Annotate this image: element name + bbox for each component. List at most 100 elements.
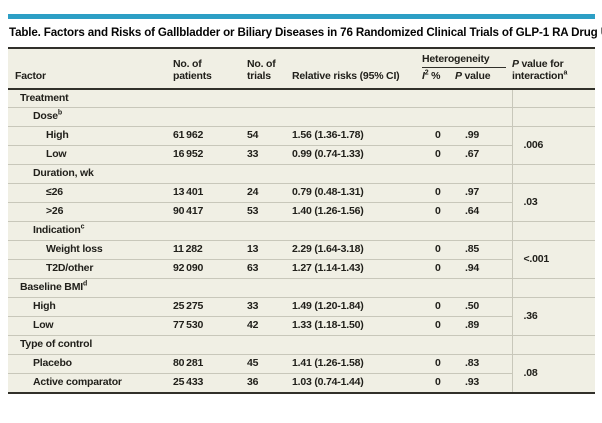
trials-cell: 42 — [247, 316, 292, 337]
patients-cell: 11 282 — [173, 240, 247, 261]
data-row-placebo: Placebo 80 281 45 1.41 (1.26-1.58) 0 .83… — [8, 354, 595, 394]
row-label: High — [8, 126, 173, 147]
trials-cell: 24 — [247, 183, 292, 204]
interaction-p-cell: .006 — [511, 126, 595, 166]
data-row-bmi-low: Low 77 530 42 1.33 (1.18-1.50) 0 .89 — [8, 316, 595, 337]
col-header-i2: I2 % — [422, 68, 455, 90]
relative-risk-cell: 1.33 (1.18-1.50) — [292, 316, 422, 337]
section-row-treatment: Treatment — [8, 88, 595, 109]
section-row-duration: Duration, wk — [8, 164, 595, 185]
data-row-duration-gt26: >26 90 417 53 1.40 (1.26-1.56) 0 .64 — [8, 202, 595, 223]
row-label: Baseline BMId — [8, 278, 173, 299]
col-header-p-interaction: P value for interactiona — [512, 48, 595, 90]
col-header-trials: No. of trials — [247, 48, 292, 90]
relative-risk-cell: 1.40 (1.26-1.56) — [292, 202, 422, 223]
table-body: Treatment Doseb High 61 962 54 1.56 (1.3… — [8, 88, 595, 394]
data-row-duration-le26: ≤26 13 401 24 0.79 (0.48-1.31) 0 .97 .03 — [8, 183, 595, 223]
patients-cell: 25 433 — [173, 373, 247, 394]
patients-cell: 92 090 — [173, 259, 247, 280]
relative-risk-cell: 1.49 (1.20-1.84) — [292, 297, 422, 318]
p-value-cell: .83 — [455, 354, 512, 375]
i2-cell: 0 — [422, 145, 455, 166]
section-row-indication: Indicationc — [8, 221, 595, 242]
i2-cell: 0 — [422, 202, 455, 223]
data-row-weight-loss: Weight loss 11 282 13 2.29 (1.64-3.18) 0… — [8, 240, 595, 280]
trials-cell: 63 — [247, 259, 292, 280]
i2-cell: 0 — [422, 126, 455, 147]
p-value-cell: .85 — [455, 240, 512, 261]
relative-risk-cell: 2.29 (1.64-3.18) — [292, 240, 422, 261]
patients-cell: 25 275 — [173, 297, 247, 318]
relative-risk-cell: 0.99 (0.74-1.33) — [292, 145, 422, 166]
relative-risk-cell: 1.27 (1.14-1.43) — [292, 259, 422, 280]
row-label: Type of control — [8, 335, 173, 356]
data-row-dose-high: High 61 962 54 1.56 (1.36-1.78) 0 .99 .0… — [8, 126, 595, 166]
col-header-heterogeneity: Heterogeneity — [422, 48, 512, 69]
row-label: Weight loss — [8, 240, 173, 261]
row-label: Placebo — [8, 354, 173, 375]
i2-cell: 0 — [422, 183, 455, 204]
factors-risks-table: Factor No. of patients No. of trials Rel… — [8, 47, 595, 394]
row-label: T2D/other — [8, 259, 173, 280]
row-label: Doseb — [8, 107, 173, 128]
p-value-cell: .93 — [455, 373, 512, 394]
p-value-cell: .99 — [455, 126, 512, 147]
p-value-cell: .97 — [455, 183, 512, 204]
data-row-t2d-other: T2D/other 92 090 63 1.27 (1.14-1.43) 0 .… — [8, 259, 595, 280]
row-label: Treatment — [8, 88, 173, 109]
section-row-type-of-control: Type of control — [8, 335, 595, 356]
interaction-p-cell: <.001 — [511, 240, 595, 280]
p-value-cell: .94 — [455, 259, 512, 280]
row-label: ≤26 — [8, 183, 173, 204]
trials-cell: 33 — [247, 145, 292, 166]
row-label: Duration, wk — [8, 164, 173, 185]
trials-cell: 13 — [247, 240, 292, 261]
row-label: Low — [8, 145, 173, 166]
relative-risk-cell: 1.41 (1.26-1.58) — [292, 354, 422, 375]
p-value-cell: .64 — [455, 202, 512, 223]
table-title: Table. Factors and Risks of Gallbladder … — [9, 26, 602, 39]
relative-risk-cell: 1.03 (0.74-1.44) — [292, 373, 422, 394]
row-label: >26 — [8, 202, 173, 223]
i2-cell: 0 — [422, 259, 455, 280]
col-header-p-value: P value — [455, 68, 512, 90]
relative-risk-cell: 1.56 (1.36-1.78) — [292, 126, 422, 147]
patients-cell: 77 530 — [173, 316, 247, 337]
accent-bar — [8, 14, 595, 19]
table-header: Factor No. of patients No. of trials Rel… — [8, 48, 595, 90]
trials-cell: 45 — [247, 354, 292, 375]
row-label: Indicationc — [8, 221, 173, 242]
section-row-baseline-bmi: Baseline BMId — [8, 278, 595, 299]
trials-cell: 53 — [247, 202, 292, 223]
relative-risk-cell: 0.79 (0.48-1.31) — [292, 183, 422, 204]
interaction-p-cell: .36 — [511, 297, 595, 337]
row-label: High — [8, 297, 173, 318]
trials-cell: 33 — [247, 297, 292, 318]
p-value-cell: .67 — [455, 145, 512, 166]
data-row-bmi-high: High 25 275 33 1.49 (1.20-1.84) 0 .50 .3… — [8, 297, 595, 337]
patients-cell: 16 952 — [173, 145, 247, 166]
p-value-cell: .50 — [455, 297, 512, 318]
col-header-factor: Factor — [8, 48, 173, 90]
interaction-p-cell: .08 — [511, 354, 595, 394]
patients-cell: 90 417 — [173, 202, 247, 223]
row-label: Low — [8, 316, 173, 337]
col-header-relative-risks: Relative risks (95% CI) — [292, 48, 422, 90]
i2-cell: 0 — [422, 316, 455, 337]
patients-cell: 13 401 — [173, 183, 247, 204]
i2-cell: 0 — [422, 373, 455, 394]
trials-cell: 54 — [247, 126, 292, 147]
patients-cell: 80 281 — [173, 354, 247, 375]
section-row-dose: Doseb — [8, 107, 595, 128]
i2-cell: 0 — [422, 297, 455, 318]
patients-cell: 61 962 — [173, 126, 247, 147]
trials-cell: 36 — [247, 373, 292, 394]
i2-cell: 0 — [422, 240, 455, 261]
row-label: Active comparator — [8, 373, 173, 394]
data-row-dose-low: Low 16 952 33 0.99 (0.74-1.33) 0 .67 — [8, 145, 595, 166]
i2-cell: 0 — [422, 354, 455, 375]
data-row-active-comparator: Active comparator 25 433 36 1.03 (0.74-1… — [8, 373, 595, 394]
col-header-patients: No. of patients — [173, 48, 247, 90]
p-value-cell: .89 — [455, 316, 512, 337]
